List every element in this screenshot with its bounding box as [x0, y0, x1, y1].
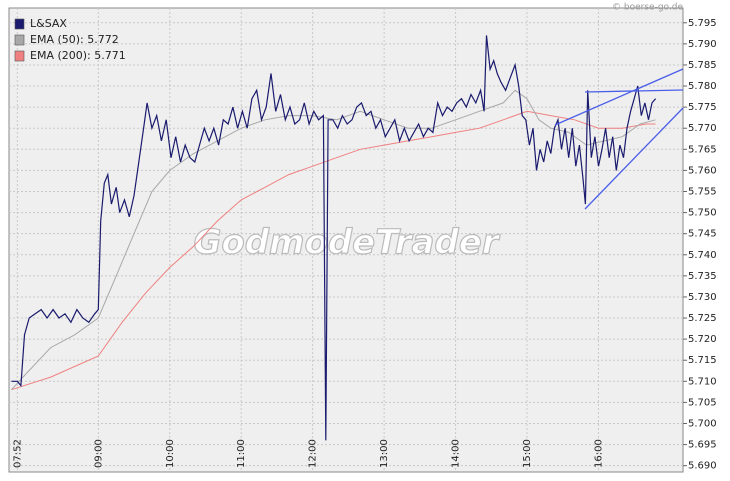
legend-label: L&SAX [30, 17, 67, 30]
y-tick-label: 5.780 [688, 81, 717, 92]
y-tick-label: 5.790 [688, 39, 717, 50]
series-line [11, 89, 656, 391]
trendlines [554, 68, 684, 210]
series-line [11, 35, 657, 441]
x-tick-label: 14:00 [451, 439, 462, 468]
copyright: © boerse-go.de [612, 3, 683, 13]
y-tick-label: 5.730 [688, 292, 717, 303]
legend: L&SAX EMA (50): 5.772 EMA (200): 5.771 [14, 17, 126, 62]
trendline [584, 107, 684, 210]
legend-swatch [14, 18, 25, 30]
x-tick-label: 12:00 [308, 439, 319, 468]
y-tick-label: 5.775 [688, 102, 717, 113]
y-tick-label: 5.785 [688, 60, 717, 71]
trendline [554, 68, 684, 126]
y-tick-label: 5.725 [688, 313, 717, 324]
y-tick-label: 5.750 [688, 208, 717, 219]
y-tick-label: 5.760 [688, 165, 717, 176]
x-tick-label: 11:00 [236, 439, 247, 468]
x-tick-label: 07:52 [12, 439, 23, 468]
legend-label: EMA (200): 5.771 [30, 49, 126, 62]
legend-swatch [14, 34, 25, 46]
x-tick-label: 16:00 [593, 439, 604, 468]
legend-label: EMA (50): 5.772 [30, 33, 119, 46]
y-tick-label: 5.690 [688, 461, 717, 472]
y-tick-label: 5.745 [688, 229, 717, 240]
trendline [584, 89, 684, 93]
y-tick-label: 5.735 [688, 271, 717, 282]
y-tick-label: 5.705 [688, 397, 717, 408]
x-tick-label: 10:00 [165, 439, 176, 468]
y-tick-label: 5.755 [688, 186, 717, 197]
y-tick-label: 5.710 [688, 376, 717, 387]
legend-swatch [14, 50, 25, 62]
x-tick-label: 09:00 [93, 439, 104, 468]
y-tick-label: 5.765 [688, 144, 717, 155]
y-tick-label: 5.770 [688, 123, 717, 134]
series-line [11, 110, 656, 391]
lines [11, 35, 657, 441]
y-tick-label: 5.695 [688, 440, 717, 451]
watermark: GodmodeTrader [193, 223, 500, 263]
grid [9, 8, 683, 472]
x-tick-label: 13:00 [379, 439, 390, 468]
y-tick-label: 5.700 [688, 418, 717, 429]
y-tick-label: 5.715 [688, 355, 717, 366]
plot-area [8, 7, 684, 473]
y-tick-label: 5.795 [688, 18, 717, 29]
x-tick-label: 15:00 [522, 439, 533, 468]
y-tick-label: 5.720 [688, 334, 717, 345]
y-tick-label: 5.740 [688, 250, 717, 261]
